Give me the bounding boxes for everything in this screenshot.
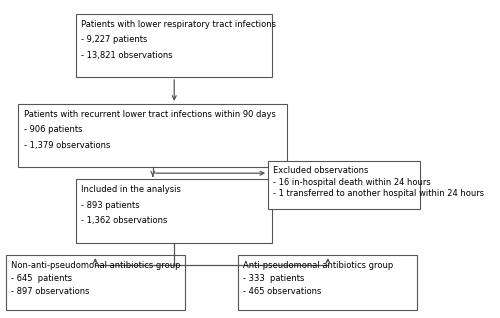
Text: - 465 observations: - 465 observations <box>244 287 322 296</box>
FancyBboxPatch shape <box>6 255 185 310</box>
Text: - 893 patients: - 893 patients <box>81 201 140 210</box>
Text: Non-anti-pseudomonal antibiotics group: Non-anti-pseudomonal antibiotics group <box>11 261 180 270</box>
Text: - 1,362 observations: - 1,362 observations <box>81 217 168 225</box>
Text: - 9,227 patients: - 9,227 patients <box>81 35 148 44</box>
Text: - 16 in-hospital death within 24 hours: - 16 in-hospital death within 24 hours <box>273 178 431 187</box>
Text: - 13,821 observations: - 13,821 observations <box>81 51 173 60</box>
Text: Patients with recurrent lower tract infections within 90 days: Patients with recurrent lower tract infe… <box>24 109 276 119</box>
Text: Patients with lower respiratory tract infections: Patients with lower respiratory tract in… <box>81 20 276 29</box>
Text: - 1 transferred to another hospital within 24 hours: - 1 transferred to another hospital with… <box>273 189 484 198</box>
Text: - 645  patients: - 645 patients <box>11 274 72 283</box>
Text: - 906 patients: - 906 patients <box>24 125 82 134</box>
FancyBboxPatch shape <box>18 104 287 167</box>
FancyBboxPatch shape <box>76 14 272 77</box>
Text: Excluded observations: Excluded observations <box>273 166 368 175</box>
FancyBboxPatch shape <box>268 161 420 210</box>
Text: - 333  patients: - 333 patients <box>244 274 304 283</box>
Text: Included in the analysis: Included in the analysis <box>81 185 181 194</box>
Text: - 1,379 observations: - 1,379 observations <box>24 141 110 150</box>
Text: - 897 observations: - 897 observations <box>11 287 90 296</box>
FancyBboxPatch shape <box>76 179 272 243</box>
Text: Anti-pseudomonal antibiotics group: Anti-pseudomonal antibiotics group <box>244 261 394 270</box>
FancyBboxPatch shape <box>238 255 418 310</box>
